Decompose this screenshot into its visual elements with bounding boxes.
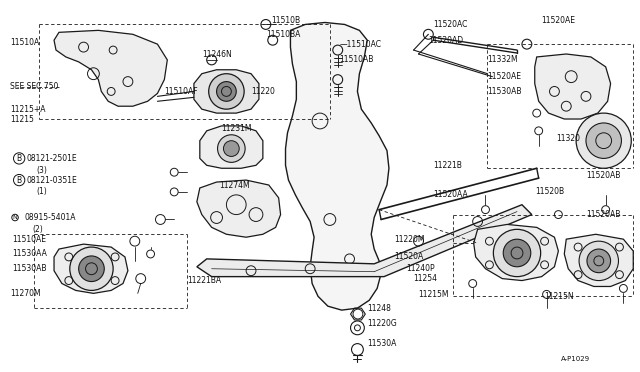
Text: (3): (3) bbox=[36, 166, 47, 175]
Polygon shape bbox=[54, 244, 128, 294]
Text: 11520AE: 11520AE bbox=[488, 72, 522, 81]
Text: 11215N: 11215N bbox=[545, 292, 574, 301]
Text: 11270M: 11270M bbox=[10, 289, 40, 298]
Text: B: B bbox=[17, 154, 22, 163]
Polygon shape bbox=[474, 224, 558, 280]
Text: 08915-5401A: 08915-5401A bbox=[24, 213, 76, 222]
Text: 11520A: 11520A bbox=[394, 253, 423, 262]
Text: —11510AC: —11510AC bbox=[340, 40, 381, 49]
Text: 11530AA: 11530AA bbox=[13, 250, 47, 259]
Text: B: B bbox=[17, 176, 22, 185]
Circle shape bbox=[503, 239, 531, 267]
Text: 11221B: 11221B bbox=[433, 161, 462, 170]
Text: (2): (2) bbox=[33, 225, 43, 234]
Text: 11520AC: 11520AC bbox=[433, 20, 468, 29]
Text: 11520AA: 11520AA bbox=[433, 190, 468, 199]
Text: SEE SEC.750: SEE SEC.750 bbox=[10, 82, 58, 91]
Text: 11520AB: 11520AB bbox=[586, 210, 620, 219]
Text: 11520AD: 11520AD bbox=[428, 36, 463, 45]
Polygon shape bbox=[285, 22, 389, 310]
Text: N: N bbox=[13, 215, 17, 220]
Polygon shape bbox=[535, 54, 611, 119]
Text: 11530AB: 11530AB bbox=[13, 264, 47, 273]
Text: 11246N: 11246N bbox=[202, 49, 232, 58]
Text: 11510A: 11510A bbox=[10, 38, 39, 46]
Text: 11248: 11248 bbox=[367, 304, 391, 312]
Circle shape bbox=[216, 81, 236, 101]
Circle shape bbox=[576, 113, 631, 168]
Text: 11274M: 11274M bbox=[220, 180, 250, 189]
Text: (1): (1) bbox=[36, 187, 47, 196]
Polygon shape bbox=[197, 205, 532, 277]
Text: 11240P: 11240P bbox=[406, 264, 435, 273]
Circle shape bbox=[586, 123, 621, 158]
Text: 11221BA: 11221BA bbox=[187, 276, 221, 285]
Polygon shape bbox=[564, 234, 633, 286]
Circle shape bbox=[493, 230, 541, 277]
Text: 11510AB: 11510AB bbox=[340, 55, 374, 64]
Text: 08121-0351E: 08121-0351E bbox=[26, 176, 77, 185]
Text: 11231M: 11231M bbox=[221, 124, 252, 134]
Text: 11530AB: 11530AB bbox=[488, 87, 522, 96]
Text: 08121-2501E: 08121-2501E bbox=[26, 154, 77, 163]
Circle shape bbox=[587, 249, 611, 273]
Text: 11332M: 11332M bbox=[488, 55, 518, 64]
Text: 11320: 11320 bbox=[556, 134, 580, 143]
Text: 11220G: 11220G bbox=[367, 320, 397, 328]
Circle shape bbox=[209, 74, 244, 109]
Text: 11220M: 11220M bbox=[394, 235, 424, 244]
Text: 11530A: 11530A bbox=[367, 339, 397, 348]
Text: 11510AF: 11510AF bbox=[164, 87, 198, 96]
Polygon shape bbox=[54, 31, 167, 106]
Text: 11510BA: 11510BA bbox=[266, 30, 300, 39]
Text: 11520B: 11520B bbox=[535, 187, 564, 196]
Text: 11510B: 11510B bbox=[271, 16, 300, 25]
Text: A-P1029: A-P1029 bbox=[561, 356, 591, 362]
Polygon shape bbox=[194, 70, 259, 113]
Circle shape bbox=[223, 141, 239, 157]
Circle shape bbox=[579, 241, 618, 280]
Polygon shape bbox=[197, 180, 280, 237]
Text: 11520AE: 11520AE bbox=[541, 16, 575, 25]
Text: 11520AB: 11520AB bbox=[586, 171, 620, 180]
Text: 11220: 11220 bbox=[251, 87, 275, 96]
Text: 11215M: 11215M bbox=[419, 290, 449, 299]
Polygon shape bbox=[200, 126, 263, 168]
Text: 11510AE: 11510AE bbox=[13, 235, 47, 244]
Text: 11215+A: 11215+A bbox=[10, 105, 45, 114]
Text: 11215: 11215 bbox=[10, 115, 33, 124]
Circle shape bbox=[79, 256, 104, 282]
Circle shape bbox=[218, 135, 245, 162]
Circle shape bbox=[70, 247, 113, 291]
Text: 11254: 11254 bbox=[413, 274, 438, 283]
